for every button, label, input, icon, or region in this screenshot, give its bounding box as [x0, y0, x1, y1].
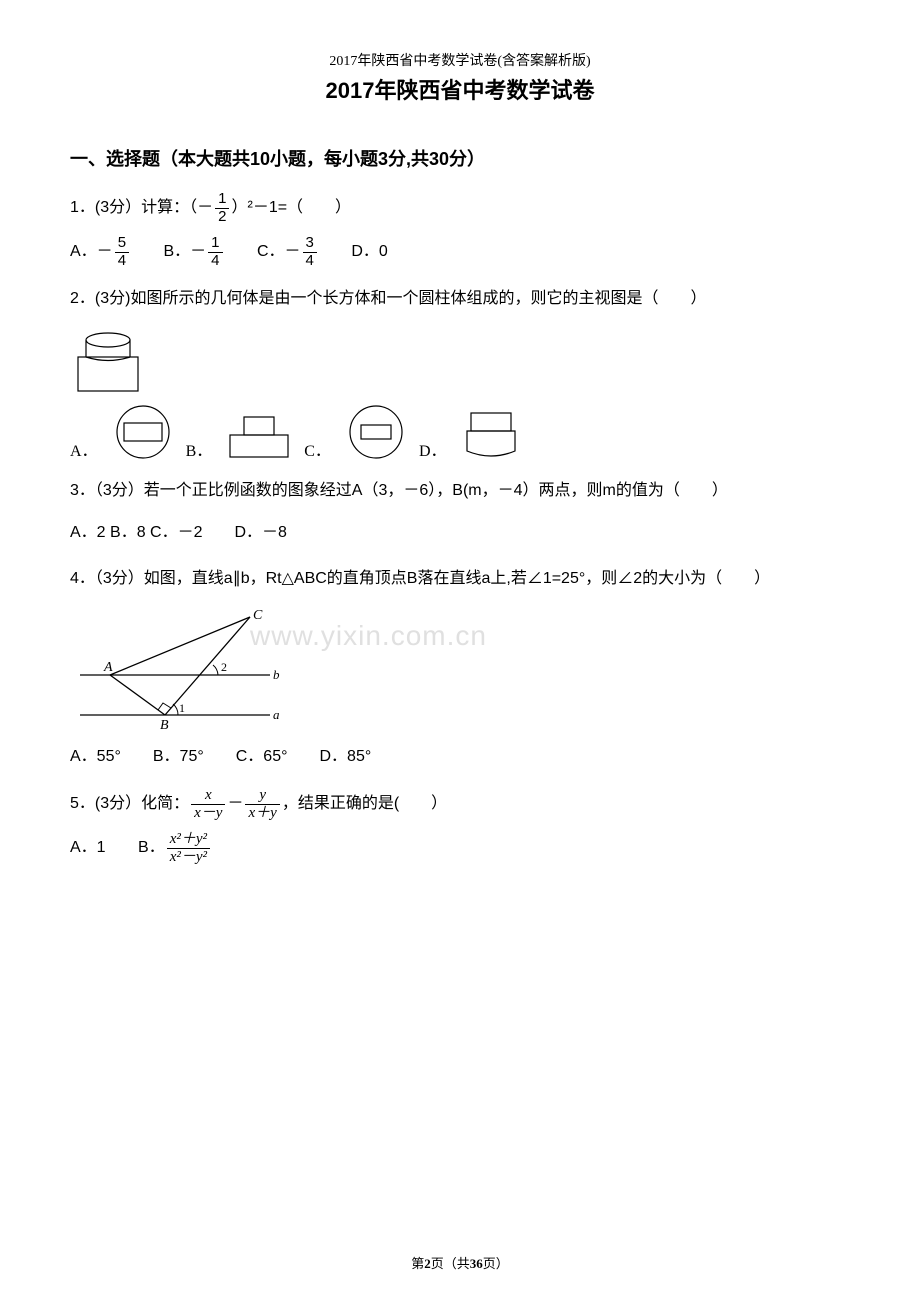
q5-frac2: yx＋y: [245, 787, 279, 821]
question-2: 2．(3分)如图所示的几何体是由一个长方体和一个圆柱体组成的，则它的主视图是（ …: [70, 283, 850, 315]
q1-optA-pre: A．－: [70, 243, 113, 260]
q1-options: A．－54 B．－14 C．－34 D．0: [70, 235, 850, 269]
q2-optB-icon: [224, 411, 294, 461]
q1-text-pre: 1．(3分）计算：（－: [70, 199, 213, 216]
question-1: 1．(3分）计算：（－12）²－1=（ ）: [70, 191, 850, 225]
q4-label-C: C: [253, 608, 263, 623]
q1-optB-num: 1: [208, 235, 222, 253]
q1-optC-frac: 34: [303, 235, 317, 269]
q2-options: A． B． C． D．: [70, 403, 850, 461]
q1-text-mid: ）²－1=（ ）: [231, 199, 351, 216]
q5-optB-num: x²＋y²: [167, 831, 210, 849]
footer-mid: 页（共: [431, 1256, 470, 1271]
q5-optB-pre: B．: [138, 839, 165, 856]
q1-optB: B．－14: [163, 235, 224, 269]
q2-optD-icon: [459, 407, 523, 461]
q5-f1-num: x: [191, 787, 225, 805]
q4-angle1: 1: [179, 701, 185, 715]
q2-figure: [70, 325, 850, 397]
q5-frac1: xx－y: [191, 787, 225, 821]
q5-minus: －: [227, 795, 243, 812]
q1-optC: C．－34: [257, 235, 319, 269]
q4-label-A: A: [103, 660, 113, 675]
q4-angle2: 2: [221, 660, 227, 674]
q1-optA-num: 5: [115, 235, 129, 253]
q5-options: A．1 B．x²＋y²x²－y²: [70, 831, 850, 865]
q1-frac-num: 1: [215, 191, 229, 209]
q2-solid-icon: [70, 325, 150, 397]
question-4: 4．（3分）如图，直线a∥b，Rt△ABC的直角顶点B落在直线a上,若∠1=25…: [70, 563, 850, 595]
footer-total: 36: [470, 1256, 483, 1271]
q5-optA: A．1: [70, 832, 106, 864]
question-5: 5．(3分）化简：xx－y－yx＋y，结果正确的是( ）: [70, 787, 850, 821]
q1-optA: A．－54: [70, 235, 131, 269]
q1-optA-frac: 54: [115, 235, 129, 269]
q1-frac: 12: [215, 191, 229, 225]
header-subtitle: 2017年陕西省中考数学试卷(含答案解析版): [70, 50, 850, 70]
q1-optD: D．0: [351, 236, 387, 268]
q1-optB-pre: B．－: [163, 243, 206, 260]
q1-optC-pre: C．－: [257, 243, 301, 260]
section-heading: 一、选择题（本大题共10小题，每小题3分,共30分）: [70, 145, 850, 171]
q2-optA-icon: [110, 403, 176, 461]
q4-label-a: a: [273, 707, 280, 722]
footer-suf: 页）: [483, 1256, 509, 1271]
footer-pre: 第: [411, 1256, 424, 1271]
question-3: 3．（3分）若一个正比例函数的图象经过A（3，－6），B(m，－4）两点，则m的…: [70, 475, 850, 507]
q2-optA-label: A．: [70, 437, 98, 461]
q1-optC-den: 4: [303, 253, 317, 270]
q2-optB-label: B．: [186, 437, 213, 461]
page-footer: 第2页（共36页）: [0, 1253, 920, 1272]
q5-f2-den: x＋y: [245, 805, 279, 822]
q3-options: A．2 B．8 C．－2 D．－8: [70, 517, 850, 549]
q4-diagram: A B C a b 1 2: [70, 605, 850, 735]
q5-optB: B．x²＋y²x²－y²: [138, 831, 212, 865]
q5-f2-num: y: [245, 787, 279, 805]
q1-optB-frac: 14: [208, 235, 222, 269]
q5-optB-den: x²－y²: [167, 849, 210, 866]
q4-options: A．55° B．75° C．65° D．85°: [70, 741, 850, 773]
q5-suffix: ，结果正确的是( ）: [282, 795, 447, 812]
q5-prefix: 5．(3分）化简：: [70, 795, 189, 812]
q2-optD-label: D．: [419, 437, 447, 461]
q1-optA-den: 4: [115, 253, 129, 270]
q1-optB-den: 4: [208, 253, 222, 270]
q2-optC-icon: [343, 403, 409, 461]
q2-optC-label: C．: [304, 437, 331, 461]
q4-label-b: b: [273, 667, 280, 682]
q1-frac-den: 2: [215, 209, 229, 226]
q4-label-B: B: [160, 718, 169, 733]
q5-optB-frac: x²＋y²x²－y²: [167, 831, 210, 865]
page-title: 2017年陕西省中考数学试卷: [70, 73, 850, 105]
q5-f1-den: x－y: [191, 805, 225, 822]
q1-optC-num: 3: [303, 235, 317, 253]
